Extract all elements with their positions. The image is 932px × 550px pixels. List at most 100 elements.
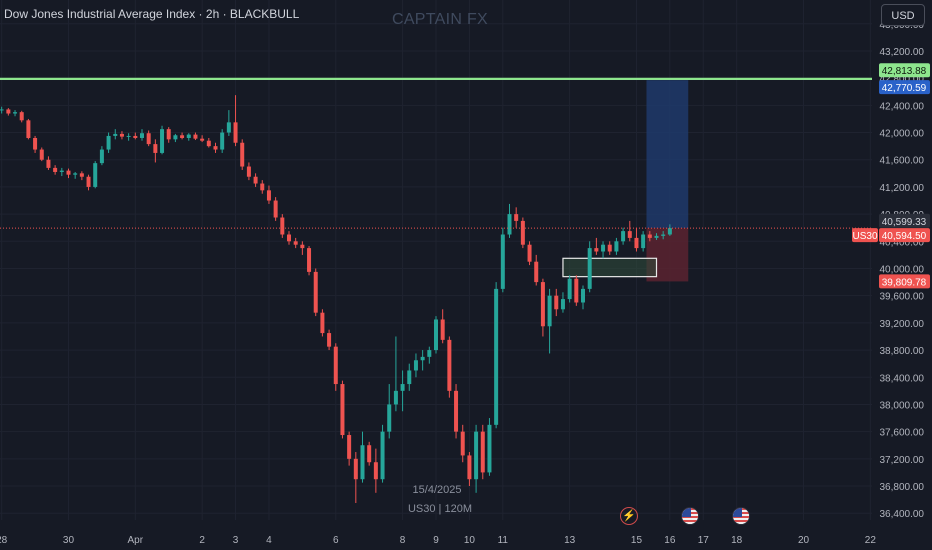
candle-body bbox=[581, 288, 586, 303]
candle-body bbox=[427, 350, 432, 357]
candle-body bbox=[333, 346, 338, 385]
candle-body bbox=[440, 319, 445, 340]
price-tick-label: 42,400.00 bbox=[880, 101, 925, 112]
candle-body bbox=[634, 237, 639, 249]
candle-body bbox=[393, 390, 398, 405]
candle-body bbox=[474, 431, 479, 480]
candle-body bbox=[13, 112, 18, 114]
candle-body bbox=[554, 295, 559, 310]
candle-body bbox=[213, 146, 218, 150]
candle-body bbox=[614, 241, 619, 252]
time-tick-label: 16 bbox=[664, 535, 676, 546]
level-lines bbox=[0, 77, 872, 229]
candle-body bbox=[547, 295, 552, 327]
candle-body bbox=[93, 163, 98, 187]
price-label: 42,813.88 bbox=[882, 66, 927, 77]
candle-body bbox=[353, 458, 358, 480]
candle-body bbox=[601, 244, 606, 252]
candle-body bbox=[119, 133, 124, 137]
candle-body bbox=[540, 282, 545, 327]
price-tick-label: 38,800.00 bbox=[880, 346, 925, 357]
candle-body bbox=[460, 431, 465, 456]
candle-body bbox=[133, 135, 138, 138]
candle-body bbox=[173, 135, 178, 140]
candle-body bbox=[99, 149, 104, 164]
price-label: 40,599.33 bbox=[882, 217, 927, 228]
candle-body bbox=[146, 133, 151, 145]
annotation-symbol: US30 | 120M bbox=[408, 503, 472, 515]
price-tick-label: 38,400.00 bbox=[880, 373, 925, 384]
candle-body bbox=[160, 129, 165, 153]
candle-body bbox=[434, 319, 438, 351]
candle-body bbox=[33, 137, 38, 150]
time-tick-label: 20 bbox=[798, 535, 810, 546]
time-axis[interactable]: 28 30 Apr 2 3 4 6 8 9 10 11 13 15 16 17 18 20 22 bbox=[0, 535, 876, 546]
symbol-title[interactable]: Dow Jones Industrial Average Index · 2h … bbox=[4, 7, 300, 21]
price-tick-label: 41,600.00 bbox=[880, 156, 925, 167]
price-tick-label: 42,800.00 bbox=[880, 74, 925, 85]
candle-body bbox=[340, 384, 345, 436]
candle-body bbox=[186, 134, 191, 138]
candle-body bbox=[607, 244, 612, 252]
position-zones bbox=[562, 80, 689, 282]
candle-body bbox=[560, 299, 565, 310]
price-label-box bbox=[879, 274, 930, 289]
candle-body bbox=[226, 122, 231, 133]
price-tick-label: 36,800.00 bbox=[880, 482, 925, 493]
price-tick-label: 37,200.00 bbox=[880, 455, 925, 466]
price-tick-label: 36,400.00 bbox=[880, 509, 925, 520]
lightning-icon[interactable]: ⚡ bbox=[620, 507, 638, 525]
candlestick-series bbox=[0, 95, 672, 504]
candle-body bbox=[447, 339, 452, 391]
candle-body bbox=[667, 228, 672, 235]
price-label-box bbox=[879, 228, 930, 243]
candle-body bbox=[621, 231, 626, 242]
price-tick-label: 39,200.00 bbox=[880, 319, 925, 330]
price-tick-label: 40,400.00 bbox=[880, 237, 925, 248]
candle-body bbox=[320, 312, 325, 334]
time-tick-label: 11 bbox=[498, 535, 509, 546]
candle-body bbox=[347, 435, 352, 459]
watermark: CAPTAIN FX bbox=[391, 11, 489, 28]
candle-body bbox=[6, 109, 11, 114]
candle-body bbox=[280, 217, 285, 235]
candle-body bbox=[46, 159, 51, 168]
price-tick-label: 39,600.00 bbox=[880, 292, 925, 303]
candle-body bbox=[300, 244, 305, 249]
candle-body bbox=[26, 120, 31, 138]
price-tick-label: 40,000.00 bbox=[880, 264, 925, 275]
candle-body bbox=[53, 167, 58, 172]
price-label-box bbox=[879, 63, 930, 78]
candle-body bbox=[246, 166, 251, 177]
us-flag-icon[interactable] bbox=[681, 507, 699, 525]
candle-body bbox=[39, 149, 44, 160]
candle-body bbox=[200, 138, 205, 141]
price-tick-label: 42,000.00 bbox=[880, 129, 925, 140]
candle-body bbox=[286, 234, 291, 242]
candle-body bbox=[66, 170, 71, 175]
candle-body bbox=[647, 234, 652, 238]
candle-body bbox=[166, 129, 171, 140]
candle-body bbox=[153, 144, 158, 153]
candle-body bbox=[641, 234, 646, 249]
time-tick-label: 8 bbox=[400, 535, 406, 546]
candle-body bbox=[307, 248, 312, 272]
candle-body bbox=[487, 424, 492, 473]
time-tick-label: 13 bbox=[564, 535, 576, 546]
price-tick-label: 38,000.00 bbox=[880, 400, 925, 411]
candle-body bbox=[494, 288, 499, 425]
us-flag-icon[interactable] bbox=[732, 507, 750, 525]
candle-body bbox=[266, 190, 271, 201]
candle-body bbox=[534, 261, 539, 283]
currency-button[interactable]: USD bbox=[881, 4, 925, 26]
candle-body bbox=[86, 176, 91, 187]
candle-body bbox=[139, 133, 144, 138]
price-label: 39,809.78 bbox=[882, 277, 927, 288]
candle-body bbox=[400, 384, 405, 391]
candle-body bbox=[273, 200, 278, 218]
current-price-tag: US30 bbox=[852, 231, 877, 242]
candle-body bbox=[507, 214, 512, 235]
candle-body bbox=[180, 135, 185, 138]
candle-body bbox=[193, 134, 198, 139]
